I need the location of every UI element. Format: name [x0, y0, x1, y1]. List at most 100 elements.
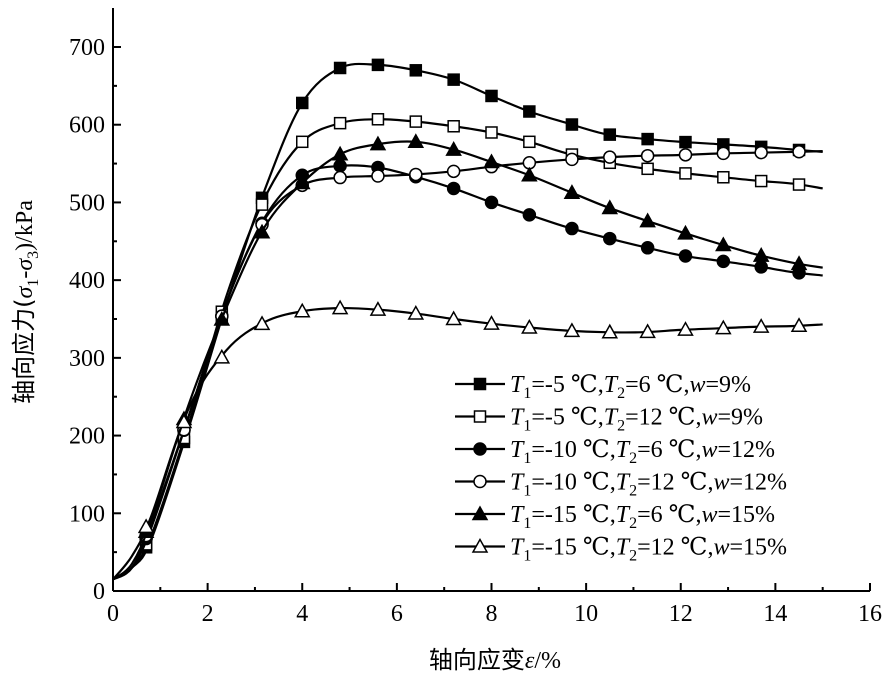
data-point	[407, 133, 425, 149]
data-point	[603, 128, 617, 141]
legend-label: T1=-5 ℃,T2=6 ℃,w=9%	[510, 372, 751, 402]
data-point	[641, 132, 654, 146]
data-point	[792, 145, 806, 159]
legend-entry: T1=-5 ℃,T2=6 ℃,w=9%	[455, 372, 751, 402]
x-tick-label: 6	[391, 601, 403, 627]
data-point	[523, 135, 536, 149]
data-point	[641, 162, 654, 176]
data-point	[679, 135, 692, 149]
legend-entry: T1=-10 ℃,T2=12 ℃,w=12%	[455, 470, 787, 500]
data-point	[446, 181, 461, 196]
legend-entry: T1=-10 ℃,T2=6 ℃,w=12%	[455, 437, 775, 467]
data-point	[603, 231, 617, 246]
axes: 0 2 4 6 8 10 12 14 16 0 100 200 300 400 500 600 700	[69, 8, 882, 627]
legend-marker	[473, 377, 487, 391]
legend: T1=-5 ℃,T2=6 ℃,w=9%T1=-5 ℃,T2=12 ℃,w=9%T…	[455, 372, 787, 565]
data-point	[603, 150, 617, 164]
data-point	[447, 73, 460, 86]
y-tick-label: 500	[69, 190, 105, 216]
data-point	[213, 348, 231, 364]
data-point	[333, 116, 347, 130]
data-point	[678, 148, 693, 162]
legend-label: T1=-5 ℃,T2=12 ℃,w=9%	[510, 405, 763, 435]
data-point	[483, 153, 500, 169]
data-point	[677, 224, 694, 240]
data-point	[715, 236, 732, 252]
data-point	[175, 413, 193, 429]
data-point	[445, 310, 462, 326]
data-point	[640, 241, 655, 255]
data-point	[640, 148, 655, 163]
x-tick-label: 10	[574, 601, 598, 627]
data-point	[790, 255, 808, 271]
x-tick-label: 16	[858, 601, 882, 627]
data-point	[678, 249, 693, 263]
data-point	[296, 135, 309, 149]
data-point	[253, 315, 271, 331]
data-point	[523, 105, 536, 118]
y-tick-label: 600	[69, 113, 105, 139]
legend-marker	[473, 442, 487, 456]
x-tick-label: 2	[202, 601, 214, 627]
x-axis-title: 轴向应变ε/%	[429, 646, 561, 674]
data-point	[601, 323, 619, 339]
data-point	[293, 302, 311, 318]
data-point	[639, 212, 656, 228]
data-point	[409, 167, 423, 182]
data-point	[213, 310, 231, 326]
data-point	[565, 221, 579, 236]
data-point	[565, 118, 579, 131]
data-point	[716, 146, 731, 161]
data-point	[790, 317, 808, 332]
series-4	[112, 145, 823, 581]
data-point	[409, 115, 423, 128]
data-point	[137, 518, 155, 534]
data-point	[677, 321, 694, 336]
x-tick-label: 0	[107, 601, 119, 627]
data-point	[333, 159, 347, 173]
data-point	[754, 174, 768, 188]
data-point	[754, 145, 768, 160]
data-point	[754, 260, 768, 274]
x-tick-label: 4	[296, 601, 308, 627]
data-point	[331, 145, 349, 161]
series-6	[112, 299, 823, 581]
x-tick-label: 8	[486, 601, 498, 627]
data-point	[407, 305, 425, 320]
legend-marker	[471, 505, 489, 521]
data-point	[484, 195, 499, 210]
y-tick-label: 700	[69, 35, 105, 61]
data-point	[447, 120, 460, 133]
legend-label: T1=-15 ℃,T2=12 ℃,w=15%	[510, 535, 787, 565]
x-tick-label: 14	[763, 601, 787, 627]
data-point	[445, 141, 462, 156]
legend-marker	[473, 474, 487, 489]
series-line	[112, 118, 823, 581]
data-point	[565, 152, 579, 167]
data-point	[792, 178, 806, 191]
data-point	[369, 301, 387, 316]
legend-label: T1=-15 ℃,T2=6 ℃,w=15%	[510, 502, 775, 532]
series-line	[112, 140, 823, 581]
data-point	[752, 318, 770, 333]
y-tick-label: 400	[69, 268, 105, 294]
legend-entry: T1=-5 ℃,T2=12 ℃,w=9%	[455, 405, 763, 435]
series-line	[112, 306, 823, 581]
legend-entry: T1=-15 ℃,T2=6 ℃,w=15%	[455, 502, 775, 532]
data-point	[333, 61, 347, 75]
data-point	[483, 315, 500, 330]
data-point	[371, 58, 385, 72]
data-point	[371, 113, 385, 126]
data-point	[563, 322, 581, 338]
data-point	[293, 174, 311, 190]
data-point	[333, 170, 347, 185]
y-axis-title: 轴向应力(σ1-σ3)/kPa	[10, 200, 42, 404]
data-point	[717, 171, 730, 184]
data-point	[522, 208, 537, 222]
data-point	[331, 299, 349, 315]
y-tick-label: 0	[93, 579, 105, 605]
data-point	[521, 166, 538, 182]
data-point	[371, 169, 385, 183]
y-tick-label: 100	[69, 501, 105, 527]
data-point	[446, 164, 461, 179]
